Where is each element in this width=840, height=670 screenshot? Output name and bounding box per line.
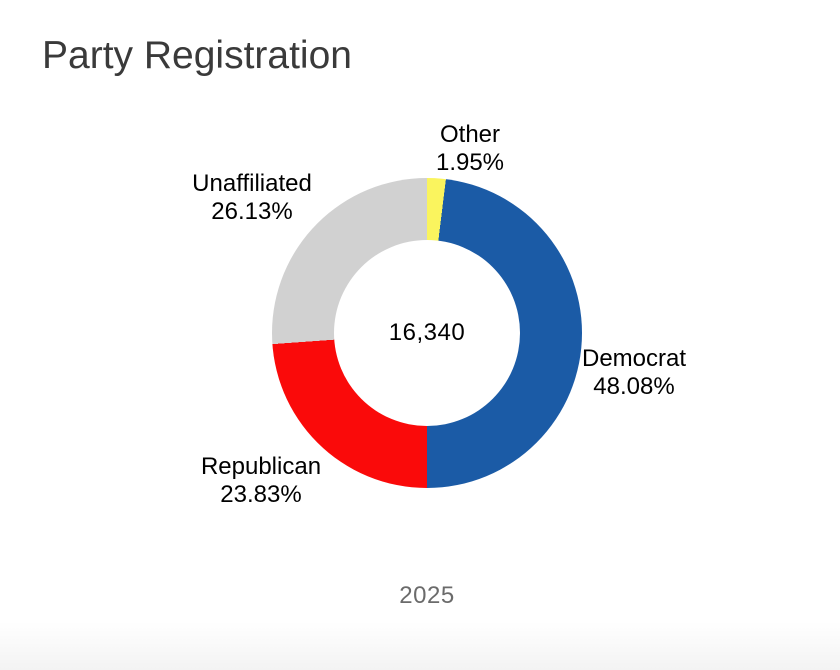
- slice-label-democrat-percent: 48.08%: [593, 373, 675, 400]
- page-bottom-fade: [0, 622, 840, 670]
- donut-chart[interactable]: 16,340: [272, 178, 582, 488]
- slice-label-other: Other 1.95%: [436, 121, 504, 177]
- chart-center-total: 16,340: [388, 319, 466, 346]
- slice-label-republican-percent: 23.83%: [220, 481, 302, 508]
- slice-label-republican-name: Republican: [200, 453, 322, 480]
- slice-label-other-name: Other: [439, 121, 501, 148]
- slice-label-unaffiliated-percent: 26.13%: [211, 198, 293, 225]
- slice-label-unaffiliated-name: Unaffiliated: [192, 170, 312, 197]
- slice-label-unaffiliated: Unaffiliated 26.13%: [192, 170, 312, 226]
- slice-label-democrat: Democrat 48.08%: [582, 345, 686, 401]
- chart-year-label: 2025: [399, 582, 455, 609]
- slice-label-other-percent: 1.95%: [435, 149, 505, 176]
- donut-hole: 16,340: [334, 240, 520, 426]
- page-title: Party Registration: [42, 34, 352, 77]
- slice-label-republican: Republican 23.83%: [201, 453, 321, 509]
- slice-label-democrat-name: Democrat: [581, 345, 687, 372]
